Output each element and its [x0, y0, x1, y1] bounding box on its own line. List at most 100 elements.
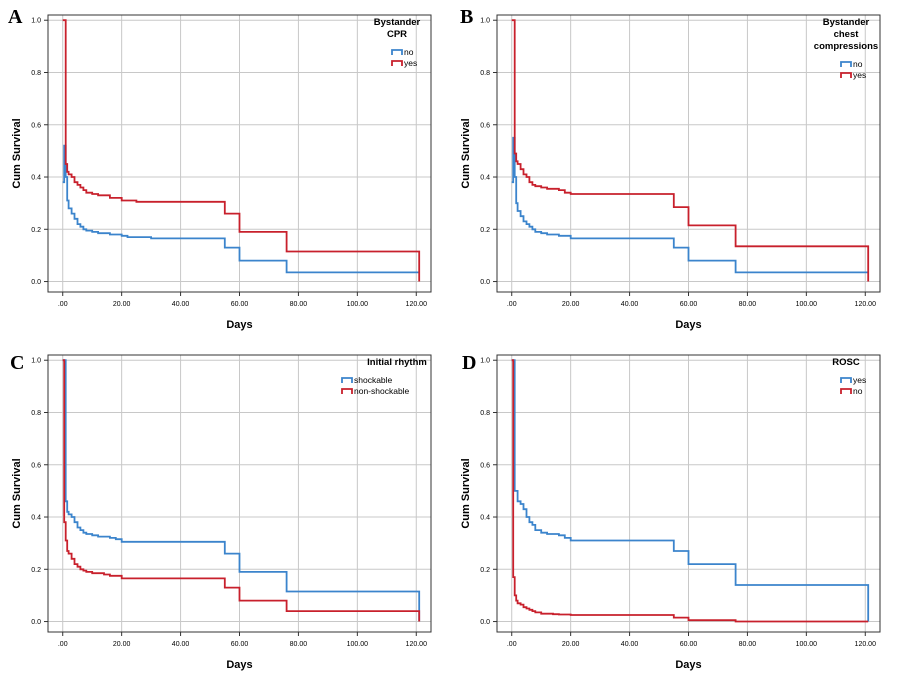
x-tick-label-5: 100.00: [347, 301, 369, 308]
y-axis-label: Cum Survival: [11, 118, 23, 188]
x-tick-label-4: 80.00: [290, 641, 308, 648]
legend-label-0: yes: [853, 375, 866, 385]
km-series-non-shockable: [63, 360, 420, 621]
y-tick-label-3: 0.6: [480, 462, 490, 469]
y-tick-label-5: 1.0: [31, 18, 41, 25]
legend-label-0: no: [404, 47, 414, 57]
x-tick-label-6: 120.00: [406, 641, 428, 648]
legend-title-line-1: CPR: [387, 29, 407, 40]
km-series-no: [512, 360, 869, 621]
legend-title-line-0: Bystander: [374, 17, 421, 28]
legend-title-line-0: Initial rhythm: [367, 357, 427, 368]
x-tick-label-1: 20.00: [562, 301, 580, 308]
y-tick-label-0: 0.0: [31, 619, 41, 626]
legend-label-1: non-shockable: [354, 386, 410, 396]
x-tick-label-2: 40.00: [621, 301, 639, 308]
legend-title-line-0: Bystander: [823, 17, 870, 28]
legend-swatch-1: [392, 61, 402, 66]
y-tick-label-0: 0.0: [480, 619, 490, 626]
x-tick-label-4: 80.00: [739, 641, 757, 648]
x-tick-label-0: .00: [58, 641, 68, 648]
km-series-shockable: [63, 360, 420, 621]
y-tick-label-3: 0.6: [31, 462, 41, 469]
y-tick-label-3: 0.6: [480, 122, 490, 129]
x-tick-label-2: 40.00: [621, 641, 639, 648]
legend-label-0: shockable: [354, 375, 393, 385]
y-tick-label-1: 0.2: [480, 567, 490, 574]
legend-swatch-1: [841, 73, 851, 78]
y-tick-label-1: 0.2: [31, 567, 41, 574]
x-tick-label-2: 40.00: [172, 641, 190, 648]
x-tick-label-5: 100.00: [796, 641, 818, 648]
legend-swatch-0: [392, 50, 402, 55]
legend-label-0: no: [853, 59, 863, 69]
x-tick-label-0: .00: [58, 301, 68, 308]
x-tick-label-6: 120.00: [855, 301, 877, 308]
legend-swatch-0: [841, 62, 851, 67]
legend-label-1: no: [853, 386, 863, 396]
km-series-no: [63, 146, 420, 273]
y-tick-label-2: 0.4: [31, 175, 41, 182]
km-chart-c: .00 20.00 40.00 60.00 80.00 100.00 120.00 0.0 0.…: [0, 340, 449, 680]
y-tick-label-2: 0.4: [31, 515, 41, 522]
y-tick-label-1: 0.2: [480, 227, 490, 234]
legend-title-line-2: compressions: [814, 41, 878, 52]
y-tick-label-2: 0.4: [480, 175, 490, 182]
km-series-yes: [63, 20, 420, 281]
legend-title-line-1: chest: [834, 29, 860, 40]
legend-label-1: yes: [853, 70, 866, 80]
x-tick-label-2: 40.00: [172, 301, 190, 308]
y-tick-label-0: 0.0: [31, 279, 41, 286]
y-tick-label-4: 0.8: [480, 410, 490, 417]
x-axis-label: Days: [675, 319, 701, 331]
legend: BystanderCPR noyes: [374, 17, 421, 68]
x-tick-label-6: 120.00: [855, 641, 877, 648]
y-tick-label-0: 0.0: [480, 279, 490, 286]
km-series-yes: [512, 20, 869, 281]
x-tick-label-6: 120.00: [406, 301, 428, 308]
x-axis-label: Days: [675, 659, 701, 671]
x-tick-label-4: 80.00: [290, 301, 308, 308]
km-series-no: [512, 138, 869, 273]
legend-title-line-0: ROSC: [832, 357, 860, 368]
y-axis-label: Cum Survival: [460, 458, 472, 528]
x-tick-label-0: .00: [507, 301, 517, 308]
km-chart-d: .00 20.00 40.00 60.00 80.00 100.00 120.00 0.0 0.…: [449, 340, 897, 680]
legend-swatch-0: [841, 378, 851, 383]
legend-label-1: yes: [404, 58, 417, 68]
y-tick-label-4: 0.8: [31, 410, 41, 417]
legend-swatch-0: [342, 378, 352, 383]
x-axis-label: Days: [226, 659, 252, 671]
x-tick-label-1: 20.00: [113, 641, 131, 648]
y-tick-label-4: 0.8: [31, 70, 41, 77]
y-tick-label-3: 0.6: [31, 122, 41, 129]
legend-swatch-1: [342, 389, 352, 394]
y-tick-label-4: 0.8: [480, 70, 490, 77]
km-chart-a: .00 20.00 40.00 60.00 80.00 100.00 120.00 0.0 0.…: [0, 0, 449, 340]
x-tick-label-4: 80.00: [739, 301, 757, 308]
x-tick-label-1: 20.00: [562, 641, 580, 648]
x-axis-label: Days: [226, 319, 252, 331]
x-tick-label-3: 60.00: [231, 301, 249, 308]
x-tick-label-3: 60.00: [231, 641, 249, 648]
x-tick-label-5: 100.00: [347, 641, 369, 648]
y-tick-label-5: 1.0: [480, 18, 490, 25]
y-tick-label-5: 1.0: [31, 358, 41, 365]
y-axis-label: Cum Survival: [460, 118, 472, 188]
y-tick-label-5: 1.0: [480, 358, 490, 365]
y-tick-label-2: 0.4: [480, 515, 490, 522]
x-tick-label-1: 20.00: [113, 301, 131, 308]
x-tick-label-3: 60.00: [680, 301, 698, 308]
x-tick-label-5: 100.00: [796, 301, 818, 308]
km-chart-b: .00 20.00 40.00 60.00 80.00 100.00 120.00 0.0 0.…: [449, 0, 897, 340]
y-tick-label-1: 0.2: [31, 227, 41, 234]
x-tick-label-0: .00: [507, 641, 517, 648]
y-axis-label: Cum Survival: [11, 458, 23, 528]
x-tick-label-3: 60.00: [680, 641, 698, 648]
km-series-yes: [512, 360, 869, 621]
legend-swatch-1: [841, 389, 851, 394]
